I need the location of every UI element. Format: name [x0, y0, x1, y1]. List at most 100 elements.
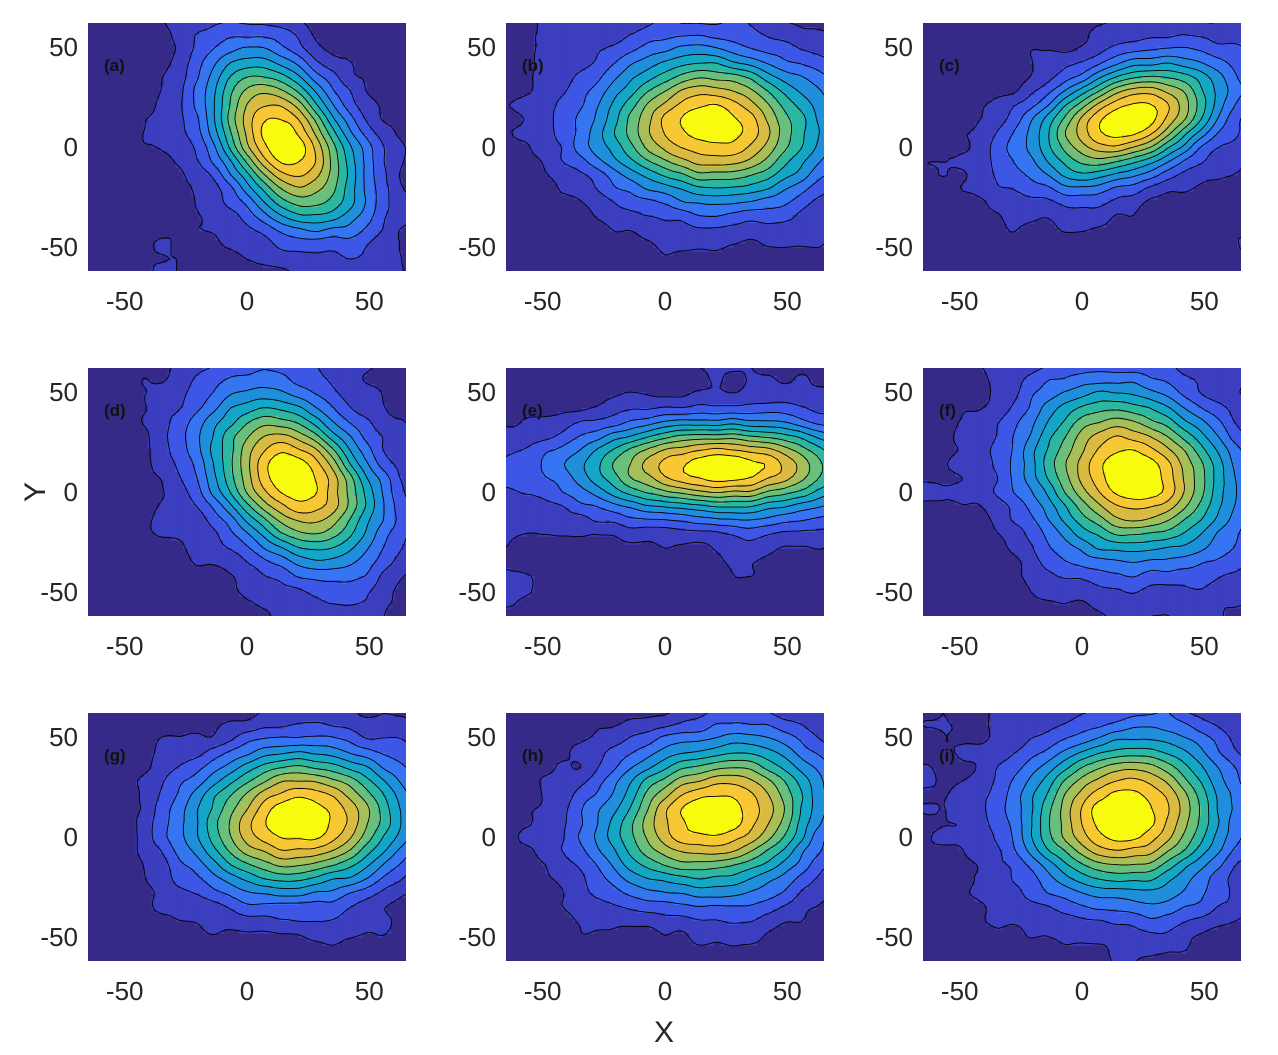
contour-line [206, 758, 391, 882]
contour-line [1043, 400, 1215, 544]
contour-line [1039, 747, 1210, 882]
contour-line [151, 721, 406, 922]
contour-line [199, 386, 385, 571]
y-tick-label: 50 [49, 377, 78, 407]
y-tick-label: 0 [899, 132, 913, 162]
x-tick-label: -50 [106, 631, 144, 661]
panel-label: (i) [939, 746, 955, 765]
contour-panel-i: -50 0 50 -50 0 50 (i) [875, 713, 1241, 1006]
contour-line [1060, 761, 1191, 866]
x-tick-label: -50 [106, 976, 144, 1006]
contour-line [561, 713, 824, 924]
contour-line [209, 398, 376, 561]
y-tick-label: 50 [884, 722, 913, 752]
contour-line [540, 412, 824, 529]
contour-line [648, 85, 771, 166]
contour-panel-d: -50 0 50 -50 0 50 (d) [40, 368, 406, 661]
y-tick-label: 0 [899, 477, 913, 507]
contour-line [1030, 738, 1220, 891]
contour-line [1048, 69, 1207, 174]
contour-panel-e: -50 0 50 -50 0 50 (e) [458, 368, 824, 661]
y-tick-label: 0 [64, 132, 78, 162]
x-tick-label: 0 [658, 976, 672, 1006]
contour-line [240, 424, 349, 535]
contour-line [602, 53, 820, 197]
contour-line [619, 752, 804, 880]
contour-line [231, 415, 358, 543]
panel-label: (g) [104, 746, 126, 765]
contour-line [583, 423, 824, 514]
contour-line [181, 23, 390, 260]
contour-line [1033, 390, 1225, 553]
contour-line [637, 77, 781, 174]
contour-lines [140, 368, 406, 616]
panel-label: (b) [522, 56, 544, 75]
contour-line [563, 418, 824, 521]
contour-line [1006, 46, 1241, 197]
contour-line [927, 23, 1241, 250]
y-tick-label: 50 [884, 377, 913, 407]
y-tick-label: 50 [467, 722, 496, 752]
contour-line [1088, 435, 1176, 510]
contour-line [216, 765, 381, 875]
y-tick-label: -50 [40, 922, 78, 952]
y-tick-label: 0 [64, 477, 78, 507]
contour-line [227, 75, 340, 208]
x-tick-label: -50 [941, 286, 979, 316]
contour-lines [509, 23, 824, 256]
contour-line [1065, 81, 1190, 159]
contour-panel-b: -50 0 50 -50 0 50 (b) [458, 23, 824, 316]
x-tick-label: 50 [355, 976, 384, 1006]
contour-lines [136, 713, 406, 946]
contour-line [626, 70, 793, 181]
contour-line [594, 732, 824, 898]
panel-label: (a) [104, 56, 125, 75]
contour-line [204, 46, 367, 233]
y-tick-label: -50 [875, 577, 913, 607]
contour-line [221, 407, 367, 551]
contour-line [1009, 371, 1241, 578]
contour-panel-c: -50 0 50 -50 0 50 (c) [875, 23, 1241, 316]
x-tick-label: 50 [355, 631, 384, 661]
contour-line [607, 742, 813, 889]
y-tick-label: -50 [875, 232, 913, 262]
panel-label: (c) [939, 56, 960, 75]
x-tick-label: -50 [524, 976, 562, 1006]
x-tick-label: -50 [524, 631, 562, 661]
contour-line [166, 735, 406, 905]
contour-line [517, 713, 824, 947]
y-tick-label: 50 [467, 32, 496, 62]
contour-line [234, 84, 331, 198]
x-tick-label: -50 [106, 286, 144, 316]
contour-line [184, 369, 397, 583]
contour-line [1102, 449, 1164, 500]
contour-lines [923, 368, 1241, 616]
contour-line [612, 433, 824, 503]
contour-line [653, 774, 774, 855]
y-tick-label: 0 [482, 822, 496, 852]
x-tick-label: -50 [941, 976, 979, 1006]
contour-line [682, 454, 766, 483]
contour-fill [506, 713, 824, 961]
contour-line [1020, 726, 1233, 905]
contour-lines [923, 713, 1241, 961]
contour-line [989, 34, 1241, 209]
contour-line [989, 368, 1241, 594]
contour-line [665, 783, 760, 847]
y-tick-label: 50 [884, 32, 913, 62]
y-tick-label: -50 [40, 577, 78, 607]
y-tick-label: 0 [899, 822, 913, 852]
y-tick-label: 0 [482, 477, 496, 507]
contour-line [1086, 93, 1170, 147]
contour-line [1098, 102, 1158, 138]
contour-line [509, 23, 824, 256]
x-tick-label: 0 [1075, 976, 1089, 1006]
contour-line [220, 66, 348, 216]
y-tick-label: 50 [49, 32, 78, 62]
contour-line [642, 767, 785, 863]
contour-fill [506, 23, 824, 271]
x-tick-label: -50 [941, 631, 979, 661]
contour-line [142, 23, 406, 271]
contour-line [1076, 86, 1180, 153]
